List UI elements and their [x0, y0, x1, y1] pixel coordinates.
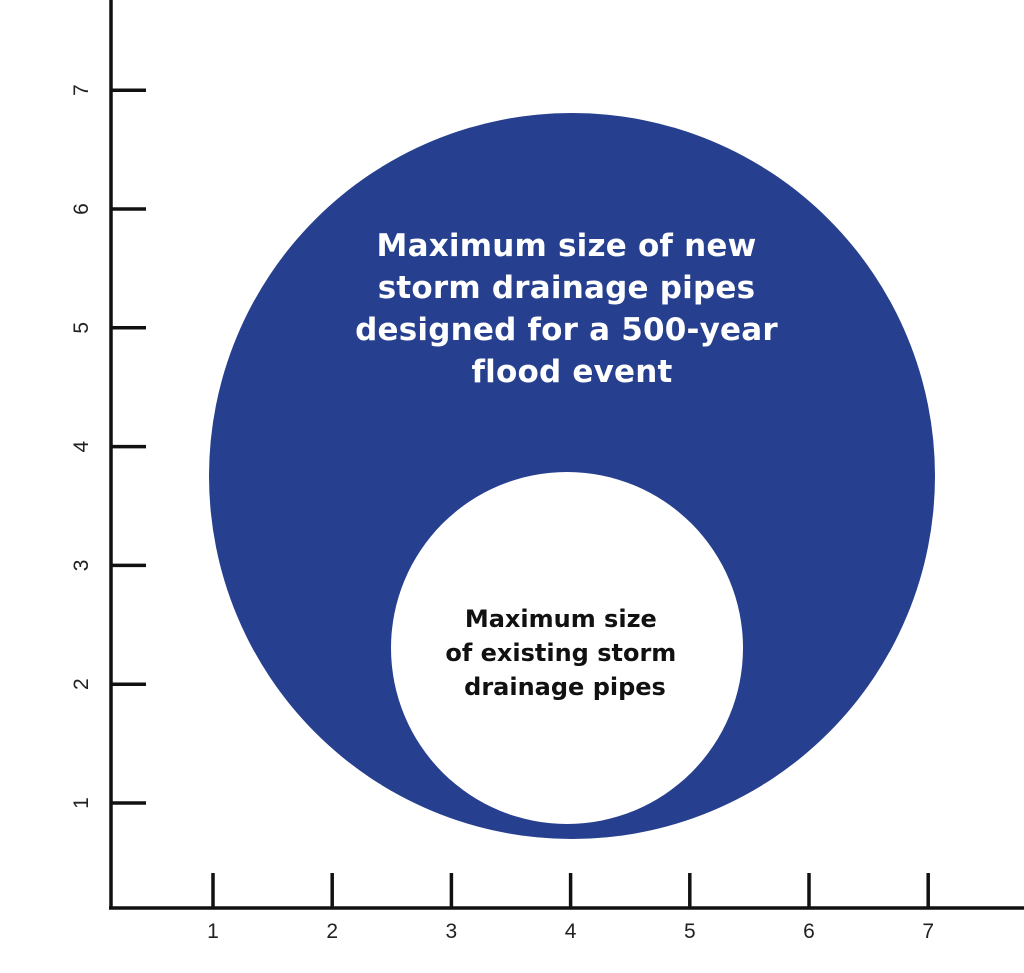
x-axis-tick-label: 6 — [803, 920, 815, 943]
large-circle-label-line: Maximum size of new — [377, 228, 757, 264]
x-axis-ticks: 1 2 3 4 5 6 7 — [207, 873, 934, 943]
large-circle-label-line: designed for a 500-year — [355, 312, 778, 348]
large-circle-label-line: storm drainage pipes — [378, 270, 755, 306]
small-circle-label-line: Maximum size — [465, 605, 657, 633]
x-axis-tick-label: 5 — [684, 920, 696, 943]
small-circle-existing-pipes — [391, 472, 743, 824]
y-axis-tick-label: 4 — [70, 440, 93, 452]
small-circle-label: Maximum size of existing storm drainage … — [445, 605, 684, 701]
small-circle-label-line: drainage pipes — [464, 673, 666, 701]
y-axis-tick-label: 7 — [70, 84, 93, 96]
y-axis-tick-label: 5 — [70, 322, 93, 334]
y-axis-tick-label: 1 — [70, 797, 93, 809]
y-axis-ticks: 1 2 3 4 5 6 7 — [70, 84, 146, 809]
x-axis-tick-label: 3 — [446, 920, 458, 943]
large-circle-label: Maximum size of new storm drainage pipes… — [355, 228, 789, 390]
x-axis-tick-label: 2 — [326, 920, 338, 943]
x-axis-tick-label: 7 — [922, 920, 934, 943]
x-axis-tick-label: 4 — [565, 920, 577, 943]
y-axis-tick-label: 3 — [70, 560, 93, 572]
y-axis-tick-label: 2 — [70, 678, 93, 690]
y-axis-tick-label: 6 — [70, 203, 93, 215]
small-circle-label-line: of existing storm — [445, 639, 676, 667]
large-circle-label-line: flood event — [471, 354, 672, 390]
x-axis-tick-label: 1 — [207, 920, 219, 943]
